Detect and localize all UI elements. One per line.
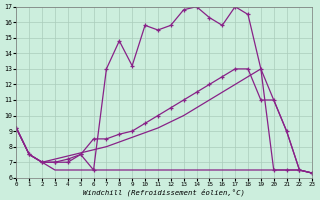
- X-axis label: Windchill (Refroidissement éolien,°C): Windchill (Refroidissement éolien,°C): [84, 188, 245, 196]
